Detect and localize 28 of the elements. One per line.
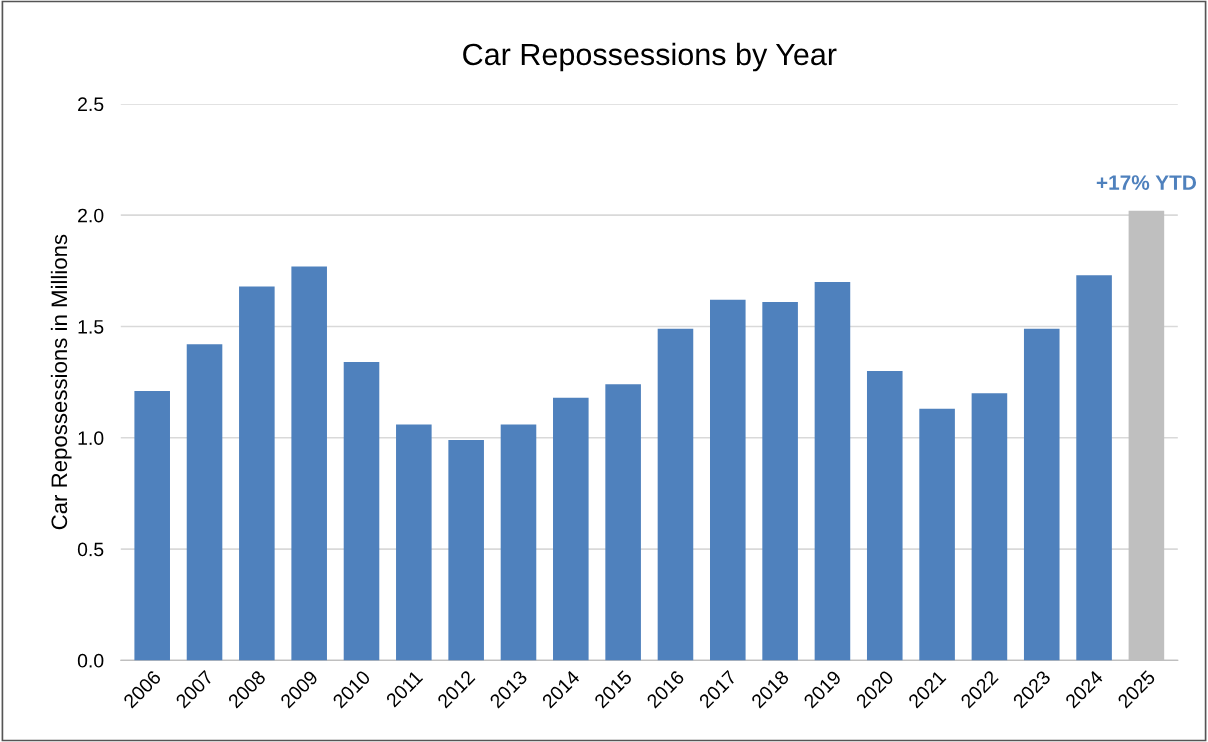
bar [186,344,223,661]
bar [814,281,851,661]
bar [866,371,903,661]
y-tick-label: 0.5 [77,542,104,557]
bar [343,362,380,661]
y-tick-label: 2.0 [78,208,104,223]
annotation: +17% YTD [1096,175,1197,190]
bar [553,397,589,661]
y-axis-title: Car Repossessions in Millions [50,234,72,530]
bar [762,301,798,661]
bar [239,286,275,661]
bar [919,408,955,661]
y-tick-label: 1.5 [78,320,104,334]
y-tick-label: 2.5 [78,97,104,112]
bar [1023,328,1060,661]
bar [1076,275,1112,661]
y-tick-label: 1.0 [78,431,104,446]
bar [448,440,484,661]
bar [971,393,1008,661]
y-tick-label: 0.0 [77,653,104,668]
bar [710,299,746,661]
bar [291,266,327,661]
chart-title: Car Repossessions by Year [463,42,837,72]
bar [657,328,694,661]
bar [605,384,641,661]
bar [134,391,170,661]
bar [396,424,432,661]
bar [500,424,537,661]
